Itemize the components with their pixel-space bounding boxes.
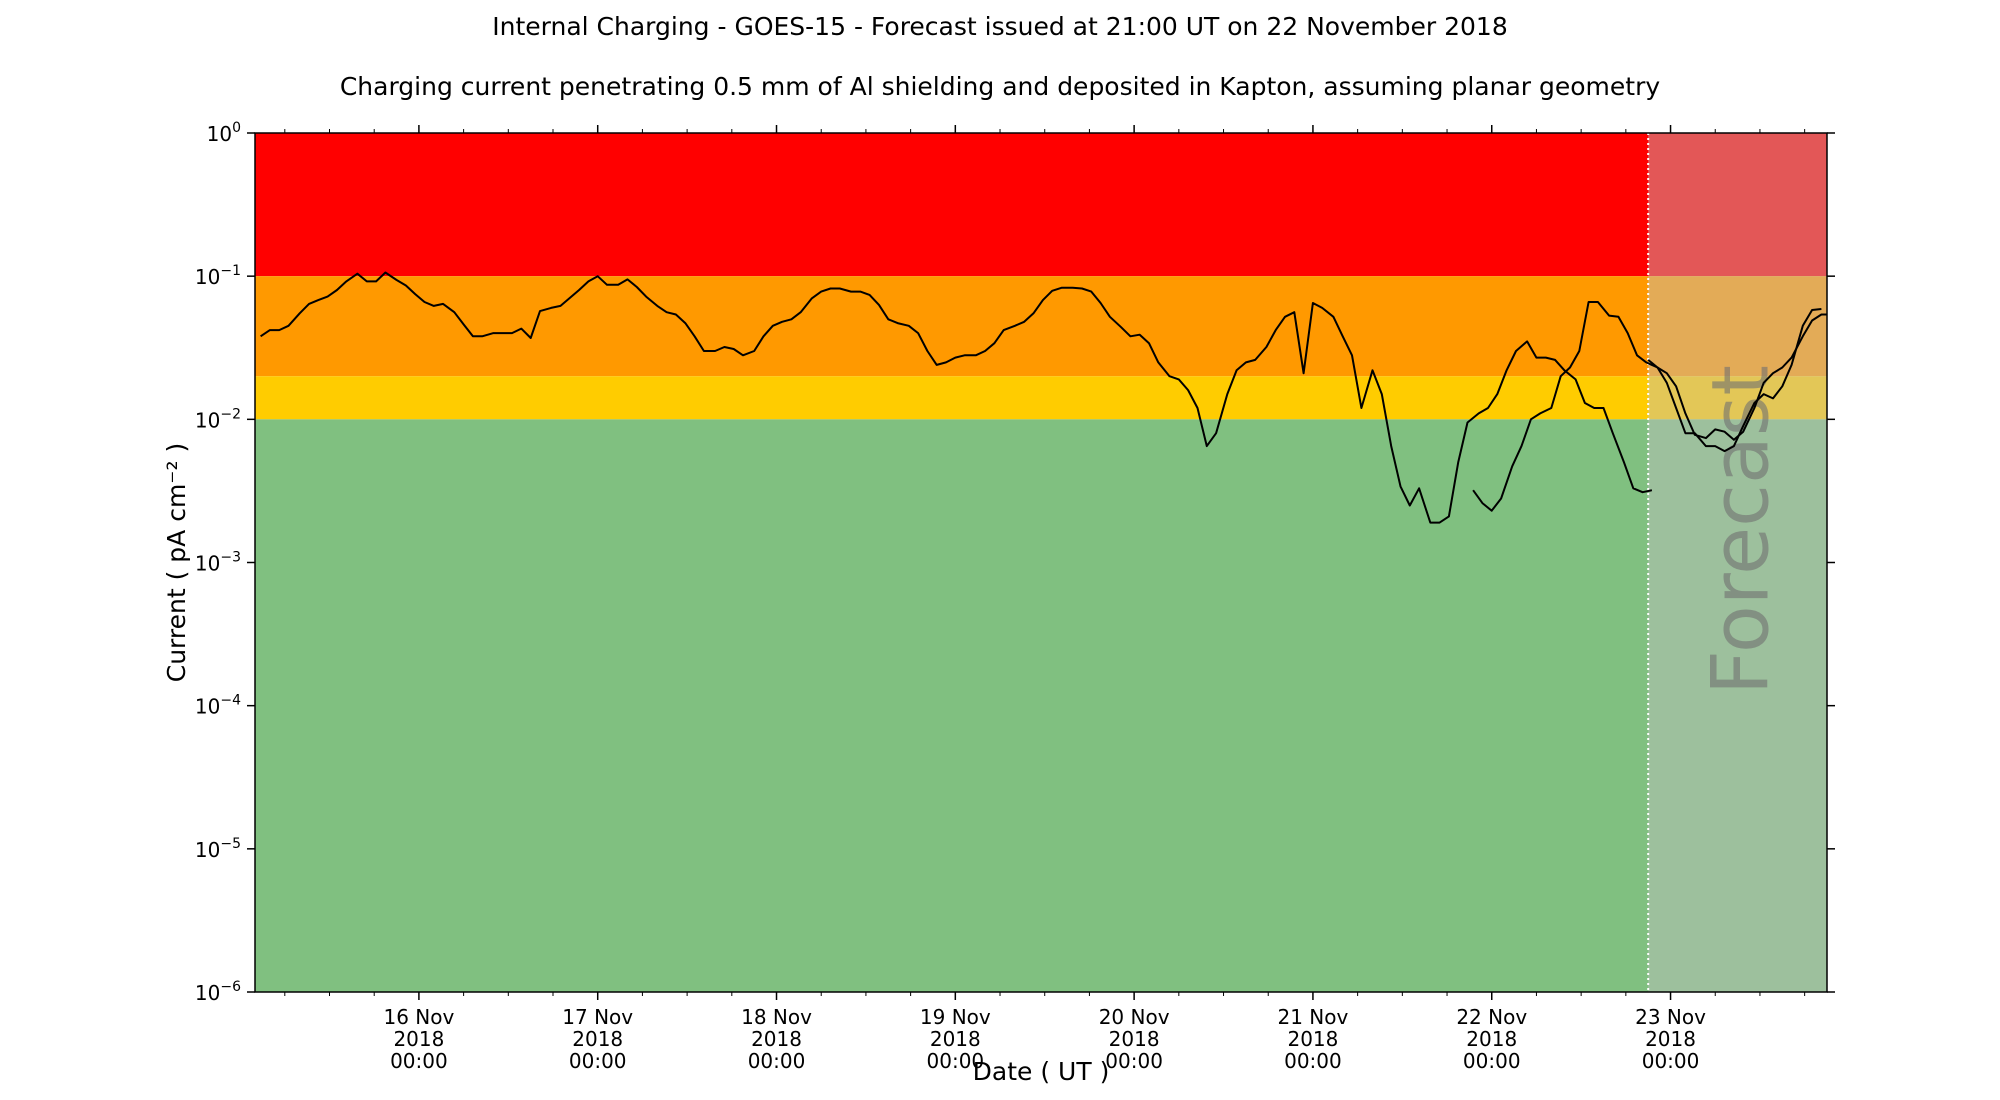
y-tick-label: 10−2 [195,406,241,432]
y-tick-label-exponent: −6 [220,979,241,995]
threshold-band-3 [255,419,1827,992]
x-tick-label: 18 Nov [741,1005,812,1029]
y-tick-label-base: 10 [195,695,220,719]
x-tick-label: 2018 [1109,1027,1160,1051]
x-tick-label: 00:00 [569,1049,627,1073]
y-tick-label: 10−1 [195,263,241,289]
x-tick-label: 00:00 [1642,1049,1700,1073]
y-tick-label-exponent: −4 [220,693,241,709]
threshold-band-1 [255,276,1827,377]
y-tick-label-exponent: −1 [220,263,241,279]
x-tick-label: 00:00 [1284,1049,1342,1073]
forecast-label: Forecast [1697,365,1787,695]
y-tick-label: 10−4 [195,693,241,719]
x-tick-label: 21 Nov [1278,1005,1349,1029]
series-line-2 [1647,313,1827,441]
series-group [260,271,1827,524]
x-tick-label: 2018 [572,1027,623,1051]
y-tick-label-base: 10 [195,981,220,1005]
x-tick-label: 23 Nov [1635,1005,1706,1029]
x-tick-label: 2018 [1645,1027,1696,1051]
y-tick-label-base: 10 [207,122,232,146]
y-tick-label: 10−6 [195,979,241,1005]
y-tick-label-base: 10 [195,265,220,289]
x-tick-label: 16 Nov [383,1005,454,1029]
x-axis-label: Date ( UT ) [973,1057,1110,1086]
y-tick-label-exponent: 0 [232,120,241,136]
x-tick-label: 00:00 [748,1049,806,1073]
x-tick-label: 22 Nov [1456,1005,1527,1029]
x-tick-label: 2018 [751,1027,802,1051]
threshold-bands [255,133,1827,992]
y-tick-label: 10−3 [195,550,241,576]
y-tick-label-base: 10 [195,408,220,432]
y-tick-label-base: 10 [195,838,220,862]
threshold-band-0 [255,133,1827,277]
chart-subtitle: Charging current penetrating 0.5 mm of A… [339,72,1661,101]
forecast-overlay [1648,133,1827,992]
y-tick-label-exponent: −2 [220,406,241,422]
x-tick-label: 20 Nov [1099,1005,1170,1029]
y-tick-label-exponent: −5 [220,836,241,852]
y-tick-label: 10−5 [195,836,241,862]
x-tick-label: 2018 [393,1027,444,1051]
y-tick-label-base: 10 [195,552,220,576]
x-tick-label: 2018 [1466,1027,1517,1051]
x-tick-label: 2018 [930,1027,981,1051]
x-tick-label: 00:00 [1105,1049,1163,1073]
x-tick-label: 00:00 [1463,1049,1521,1073]
x-tick-label: 19 Nov [920,1005,991,1029]
y-tick-label: 100 [207,120,241,146]
chart-title: Internal Charging - GOES-15 - Forecast i… [492,12,1508,41]
x-tick-label: 2018 [1287,1027,1338,1051]
y-tick-label-exponent: −3 [220,550,241,566]
y-axis-label: Current ( pA cm⁻² ) [162,443,191,682]
threshold-band-2 [255,376,1827,420]
series-line-0 [260,271,1653,524]
x-tick-label: 00:00 [927,1049,985,1073]
series-line-1 [1472,301,1822,512]
x-tick-label: 17 Nov [562,1005,633,1029]
x-tick-label: 00:00 [390,1049,448,1073]
